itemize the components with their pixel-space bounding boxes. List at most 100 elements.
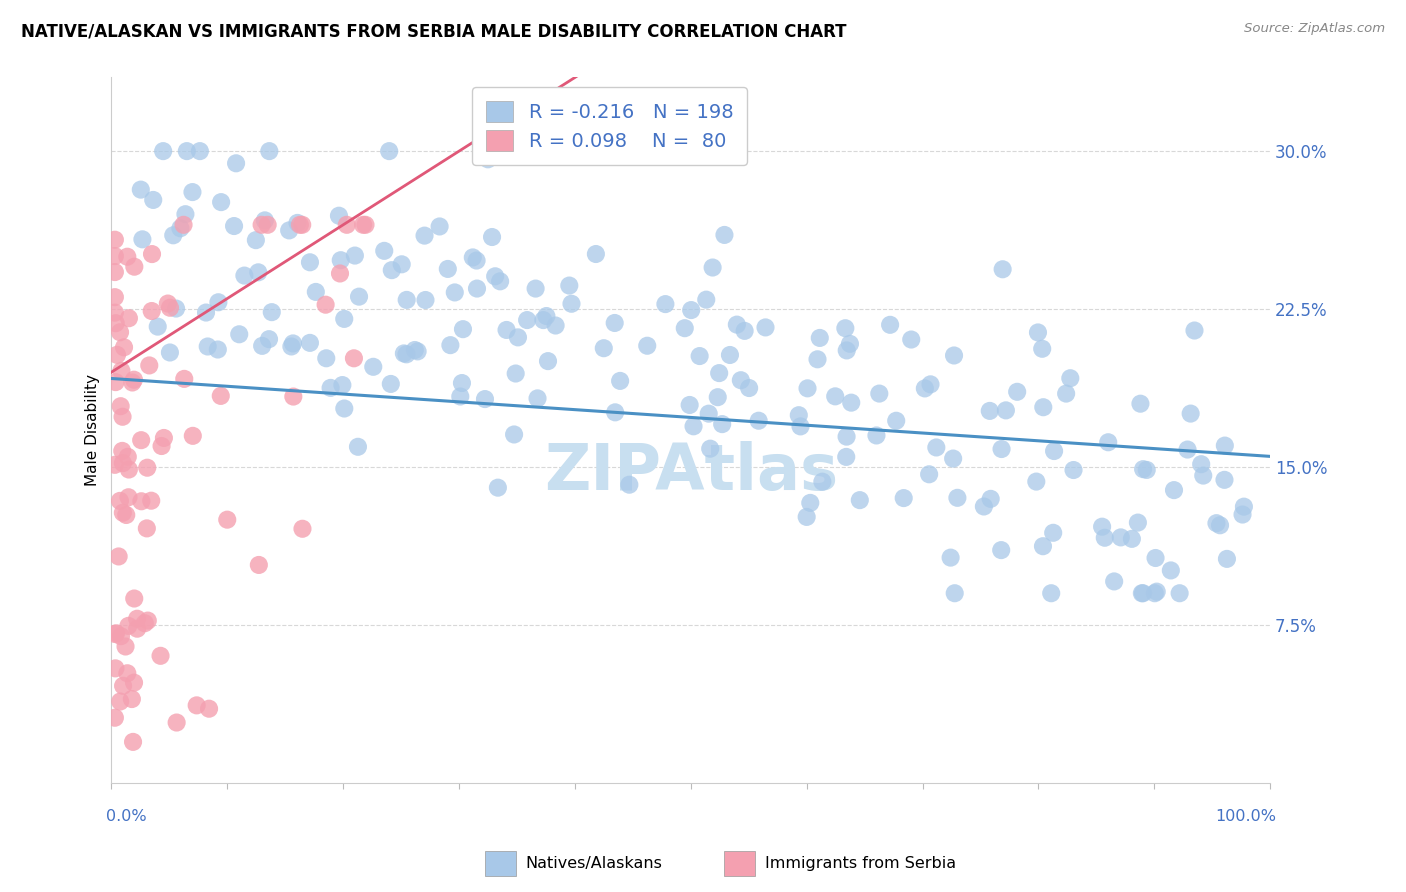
Point	[835, 343, 858, 358]
Legend: R = -0.216   N = 198, R = 0.098    N =  80: R = -0.216 N = 198, R = 0.098 N = 80	[472, 87, 747, 164]
Point	[1026, 326, 1049, 340]
Point	[150, 439, 173, 453]
Point	[1126, 516, 1149, 530]
Point	[893, 491, 915, 505]
Point	[176, 144, 198, 158]
Point	[1130, 586, 1153, 600]
Point	[796, 510, 818, 524]
Point	[159, 345, 181, 359]
FancyBboxPatch shape	[724, 851, 755, 876]
Point	[225, 156, 247, 170]
Point	[536, 309, 558, 323]
Point	[134, 616, 156, 631]
Point	[110, 399, 132, 413]
Point	[281, 336, 304, 351]
Point	[489, 144, 512, 158]
Point	[605, 405, 627, 419]
Point	[104, 249, 127, 263]
Point	[439, 338, 461, 352]
Point	[333, 401, 356, 416]
Point	[207, 295, 229, 310]
Point	[138, 359, 160, 373]
Point	[181, 429, 204, 443]
Point	[1129, 397, 1152, 411]
Point	[195, 305, 218, 319]
Point	[1040, 586, 1063, 600]
Point	[673, 321, 696, 335]
Point	[131, 494, 153, 508]
Point	[946, 491, 969, 505]
Point	[920, 377, 942, 392]
Point	[152, 144, 174, 158]
Point	[718, 348, 741, 362]
Point	[560, 297, 582, 311]
Point	[973, 500, 995, 514]
Point	[110, 364, 132, 378]
Point	[333, 312, 356, 326]
Point	[1031, 342, 1053, 356]
Point	[114, 640, 136, 654]
Point	[141, 493, 163, 508]
Point	[1025, 475, 1047, 489]
Point	[111, 409, 134, 424]
Point	[115, 508, 138, 522]
Point	[436, 261, 458, 276]
Point	[481, 230, 503, 244]
Point	[465, 253, 488, 268]
Point	[1143, 586, 1166, 600]
Point	[253, 213, 276, 227]
Point	[347, 440, 370, 454]
Point	[328, 209, 350, 223]
Point	[153, 431, 176, 445]
Point	[104, 265, 127, 279]
Point	[162, 228, 184, 243]
Point	[332, 378, 354, 392]
Point	[451, 376, 474, 390]
Point	[233, 268, 256, 283]
Point	[197, 339, 219, 353]
Point	[619, 477, 641, 491]
Point	[280, 339, 302, 353]
Point	[209, 389, 232, 403]
Point	[1063, 463, 1085, 477]
Point	[166, 715, 188, 730]
FancyBboxPatch shape	[485, 851, 516, 876]
Point	[361, 359, 384, 374]
Point	[329, 267, 352, 281]
Point	[1144, 551, 1167, 566]
Point	[451, 322, 474, 336]
Text: 100.0%: 100.0%	[1215, 810, 1277, 824]
Point	[991, 262, 1014, 277]
Point	[679, 398, 702, 412]
Point	[544, 318, 567, 333]
Point	[222, 219, 245, 233]
Point	[156, 296, 179, 310]
Point	[121, 692, 143, 706]
Point	[811, 475, 834, 489]
Point	[122, 675, 145, 690]
Point	[695, 293, 717, 307]
Point	[118, 462, 141, 476]
Point	[354, 218, 377, 232]
Point	[925, 441, 948, 455]
Point	[531, 313, 554, 327]
Text: NATIVE/ALASKAN VS IMMIGRANTS FROM SERBIA MALE DISABILITY CORRELATION CHART: NATIVE/ALASKAN VS IMMIGRANTS FROM SERBIA…	[21, 22, 846, 40]
Point	[207, 343, 229, 357]
Point	[943, 586, 966, 600]
Point	[603, 316, 626, 330]
Text: ZIPAtlas: ZIPAtlas	[544, 442, 838, 503]
Point	[900, 333, 922, 347]
Point	[1213, 473, 1236, 487]
Point	[524, 282, 547, 296]
Point	[228, 327, 250, 342]
Point	[343, 351, 366, 366]
Point	[990, 442, 1012, 456]
Point	[127, 612, 149, 626]
Point	[329, 253, 352, 268]
Point	[839, 336, 862, 351]
Point	[868, 386, 890, 401]
Point	[585, 247, 607, 261]
Point	[806, 352, 828, 367]
Point	[526, 392, 548, 406]
Point	[131, 232, 153, 246]
